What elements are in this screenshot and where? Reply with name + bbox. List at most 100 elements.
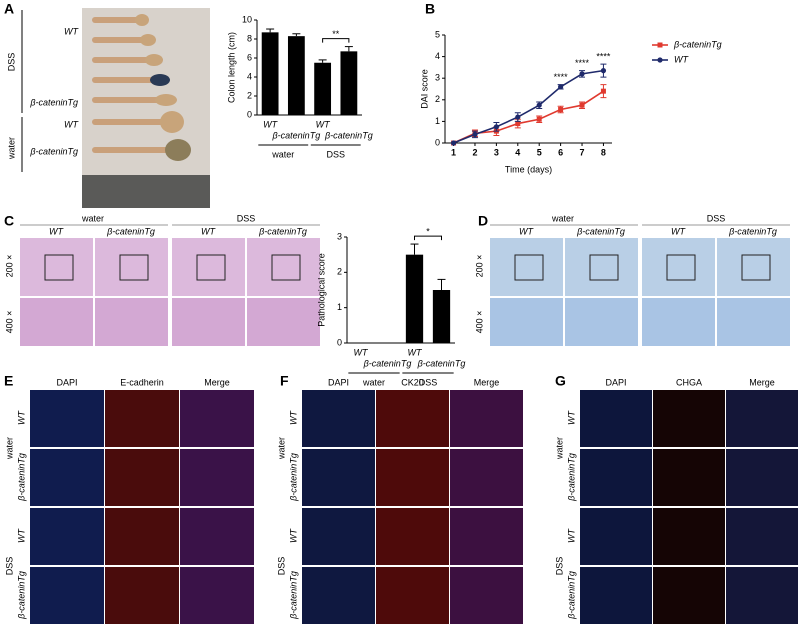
magnification: 400 × [4, 311, 14, 334]
x-tick-label: β-cateninTg [417, 358, 466, 368]
group-label: water [362, 377, 385, 387]
colon-end [150, 74, 170, 86]
colon [92, 17, 142, 23]
panel-label: A [4, 1, 14, 17]
fluorescence-image [302, 567, 375, 624]
channel-label: Merge [474, 377, 500, 387]
zoom-box [514, 254, 544, 281]
row-label: β-cateninTg [566, 453, 576, 502]
point [536, 102, 542, 108]
point [493, 124, 499, 130]
significance: **** [554, 72, 569, 82]
y-tick-label: 1 [435, 116, 440, 126]
significance: **** [596, 52, 611, 62]
channel-label: E-cadherin [120, 377, 164, 387]
x-tick-label: 7 [580, 147, 585, 157]
magnification: 400 × [474, 311, 484, 334]
column-label: WT [49, 226, 64, 236]
colon-end [145, 54, 163, 66]
group-label: water [271, 149, 294, 159]
channel-label: Merge [749, 377, 775, 387]
channel-label: DAPI [56, 377, 77, 387]
x-tick-label: β-cateninTg [363, 358, 412, 368]
zoom-box [119, 254, 149, 281]
fluorescence-image [376, 449, 449, 506]
zoom-box [666, 254, 696, 281]
channel-label: DAPI [605, 377, 626, 387]
group-label: DSS [326, 149, 345, 159]
y-tick-label: 4 [247, 71, 252, 81]
y-tick-label: 0 [337, 337, 342, 347]
y-tick-label: 0 [247, 109, 252, 119]
colon [92, 119, 172, 125]
fluorescence-image [302, 508, 375, 565]
point [579, 71, 585, 77]
colon [92, 147, 178, 153]
channel-label: DAPI [328, 377, 349, 387]
fluorescence-image [653, 508, 725, 565]
x-tick-label: 1 [451, 147, 456, 157]
group-label: DSS [707, 213, 726, 223]
row-label: WT [16, 410, 26, 425]
point [515, 114, 521, 120]
fluorescence-image [450, 567, 523, 624]
x-tick-label: β-cateninTg [272, 130, 321, 140]
row-label: β-cateninTg [566, 571, 576, 620]
row-label: WT [16, 528, 26, 543]
fluorescence-image [180, 567, 254, 624]
y-tick-label: 1 [337, 302, 342, 312]
fluorescence-image [376, 390, 449, 447]
panel-label: E [4, 373, 13, 389]
channel-label: Merge [204, 377, 230, 387]
point [515, 121, 521, 127]
legend-marker [657, 42, 663, 48]
row-label: WT [64, 26, 79, 36]
fluorescence-image [726, 390, 798, 447]
group-label: water [551, 213, 574, 223]
channel-label: CHGA [676, 377, 702, 387]
panel-label: C [4, 213, 14, 229]
micrograph [95, 238, 168, 296]
group-label: water [6, 137, 16, 160]
significance: * [426, 226, 430, 236]
fluorescence-image [302, 390, 375, 447]
x-axis-label: Time (days) [505, 164, 552, 174]
group-label: water [554, 437, 564, 460]
group-label: DSS [237, 213, 256, 223]
zoom-box [44, 254, 74, 281]
row-label: WT [288, 410, 298, 425]
y-tick-label: 6 [247, 52, 252, 62]
row-label: β-cateninTg [29, 146, 78, 156]
row-label: β-cateninTg [288, 571, 298, 620]
bar [261, 32, 279, 115]
y-tick-label: 3 [337, 231, 342, 241]
bar [405, 254, 424, 343]
significance-bracket [414, 235, 442, 241]
error-bar [266, 28, 275, 33]
significance: ** [332, 29, 340, 39]
row-label: β-cateninTg [16, 453, 26, 502]
x-tick-label: 5 [537, 147, 542, 157]
row-label: β-cateninTg [288, 453, 298, 502]
significance-bracket [322, 38, 350, 43]
fluorescence-image [450, 449, 523, 506]
x-tick-label: 2 [472, 147, 477, 157]
micrograph [717, 298, 790, 346]
fluorescence-image [105, 508, 179, 565]
bar [340, 51, 358, 115]
fluorescence-image [580, 567, 652, 624]
colon [92, 77, 160, 83]
group-label: water [276, 437, 286, 460]
fluorescence-image [180, 508, 254, 565]
column-label: β-cateninTg [258, 226, 307, 236]
panel-label: G [555, 373, 566, 389]
point [450, 140, 457, 146]
x-tick-label: 4 [515, 147, 520, 157]
y-axis-label: DAI score [419, 69, 429, 109]
fluorescence-image [653, 390, 725, 447]
micrograph [20, 298, 93, 346]
x-tick-label: 8 [601, 147, 606, 157]
zoom-box [196, 254, 226, 281]
point [579, 102, 585, 108]
fluorescence-image [180, 449, 254, 506]
